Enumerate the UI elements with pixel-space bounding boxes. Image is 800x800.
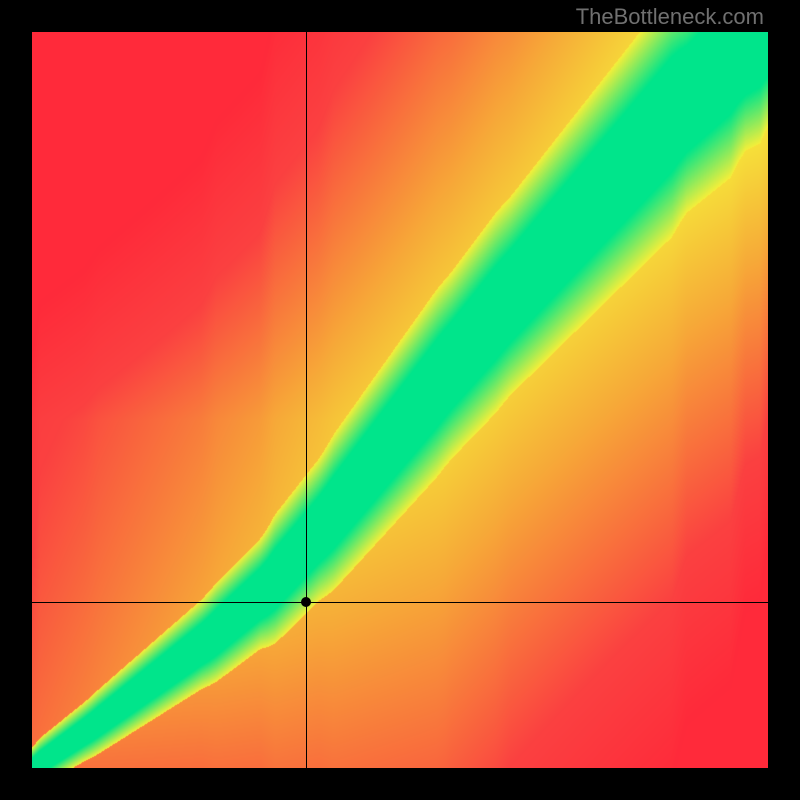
bottleneck-heatmap	[32, 32, 768, 768]
watermark-text: TheBottleneck.com	[576, 4, 764, 30]
selection-marker	[301, 597, 311, 607]
crosshair-vertical	[306, 32, 307, 768]
heatmap-canvas	[32, 32, 768, 768]
crosshair-horizontal	[32, 602, 768, 603]
